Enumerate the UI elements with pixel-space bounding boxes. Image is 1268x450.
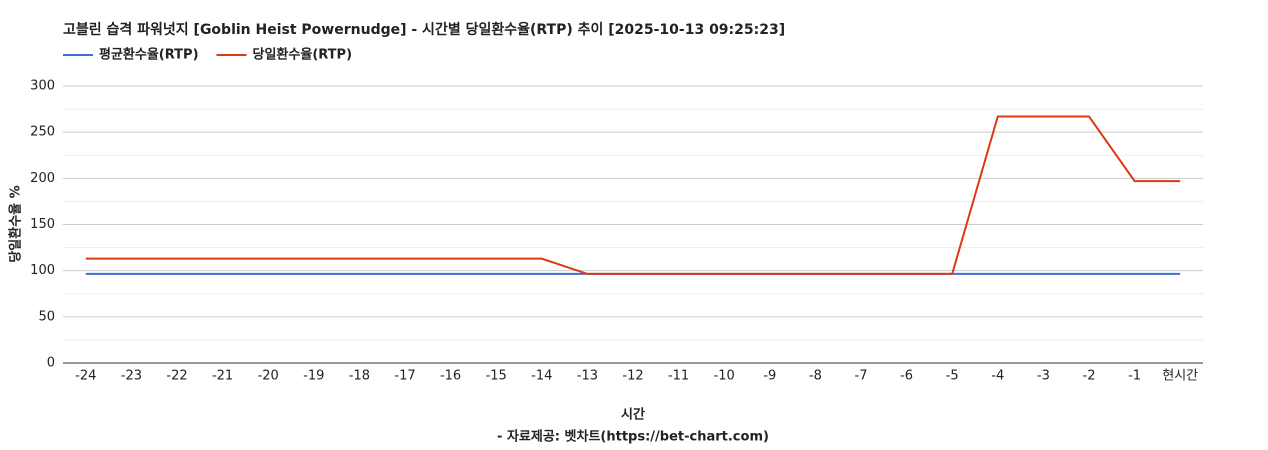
- x-tick-label: -16: [440, 369, 461, 384]
- x-tick-label: -15: [486, 369, 507, 384]
- plot: [85, 115, 1181, 275]
- x-tick-label: -5: [946, 369, 959, 384]
- x-tick-label: -1: [1128, 369, 1141, 384]
- x-tick-label: 현시간: [1162, 369, 1198, 384]
- source-note: - 자료제공: 벳차트(https://bet-chart.com): [497, 429, 769, 445]
- x-tick-label: -19: [303, 369, 324, 384]
- x-tick-label: -12: [622, 369, 643, 384]
- y-tick-label: 200: [30, 171, 55, 186]
- y-tick-label: 250: [30, 125, 55, 140]
- x-tick-label: -21: [212, 369, 233, 384]
- x-tick-label: -20: [258, 369, 279, 384]
- x-axis-label: 시간: [621, 407, 645, 423]
- x-tick-label: -8: [809, 369, 822, 384]
- x-tick-label: -22: [166, 369, 187, 384]
- legend-label: 평균환수율(RTP): [99, 47, 199, 63]
- legend-label: 당일환수율(RTP): [253, 47, 353, 63]
- y-tick-label: 300: [30, 79, 55, 94]
- x-tick-label: -3: [1037, 369, 1050, 384]
- y-tick-label: 150: [30, 217, 55, 232]
- x-tick-label: -4: [991, 369, 1004, 384]
- y-axis-label: 당일환수율 %: [8, 185, 24, 262]
- x-tick-label: -23: [121, 369, 142, 384]
- y-tick-label: 0: [47, 356, 55, 371]
- x-tick-label: -17: [394, 369, 415, 384]
- x-tick-label: -18: [349, 369, 370, 384]
- y-tick-label: 100: [30, 263, 55, 278]
- chart-title: 고블린 습격 파워넛지 [Goblin Heist Powernudge] - …: [63, 21, 785, 38]
- x-tick-label: -9: [763, 369, 776, 384]
- x-tick-label: -7: [855, 369, 868, 384]
- x-tick-label: -24: [75, 369, 96, 384]
- x-tick-label: -14: [531, 369, 552, 384]
- x-tick-label: -6: [900, 369, 913, 384]
- x-tick-label: -13: [577, 369, 598, 384]
- grid: [63, 85, 1203, 364]
- x-tick-label: -2: [1083, 369, 1096, 384]
- x-tick-label: -11: [668, 369, 689, 384]
- series-line: [85, 115, 1181, 275]
- y-tick-label: 50: [38, 309, 55, 324]
- x-tick-label: -10: [714, 369, 735, 384]
